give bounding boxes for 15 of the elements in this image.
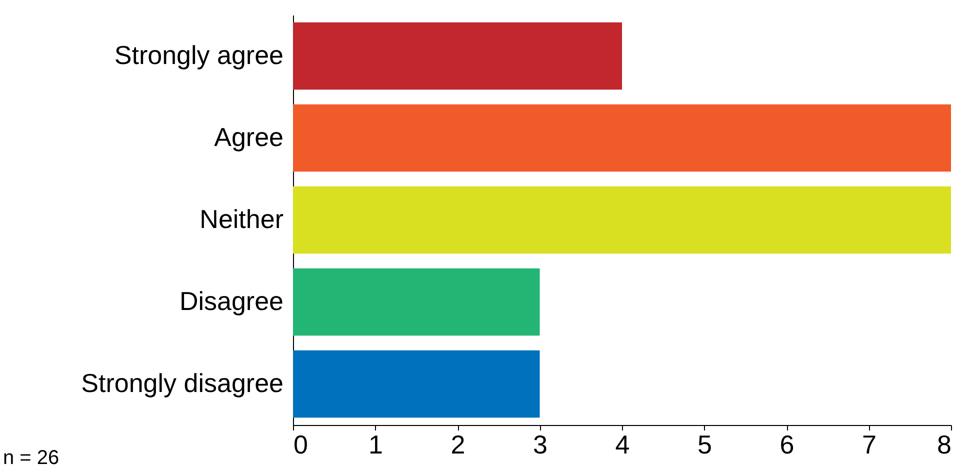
x-tick-label: 7: [862, 430, 876, 460]
x-tick-label: 0: [294, 430, 308, 460]
x-tick-label: 2: [450, 430, 466, 460]
x-tick-label: 3: [533, 430, 548, 460]
x-tick-label: 1: [368, 430, 383, 460]
y-tick-label: Strongly disagree: [81, 368, 284, 398]
x-tick-label: 8: [937, 430, 952, 460]
text: n = 26: [3, 447, 60, 468]
x-tick-label: 5: [698, 430, 712, 460]
x-tick-label: 6: [780, 430, 794, 460]
x-tick-label: 4: [615, 430, 630, 460]
y-tick-label: Neither: [200, 204, 284, 234]
y-tick-label: Disagree: [179, 286, 284, 316]
y-tick-label: Strongly agree: [114, 40, 284, 70]
y-tick-label: Agree: [214, 122, 284, 152]
